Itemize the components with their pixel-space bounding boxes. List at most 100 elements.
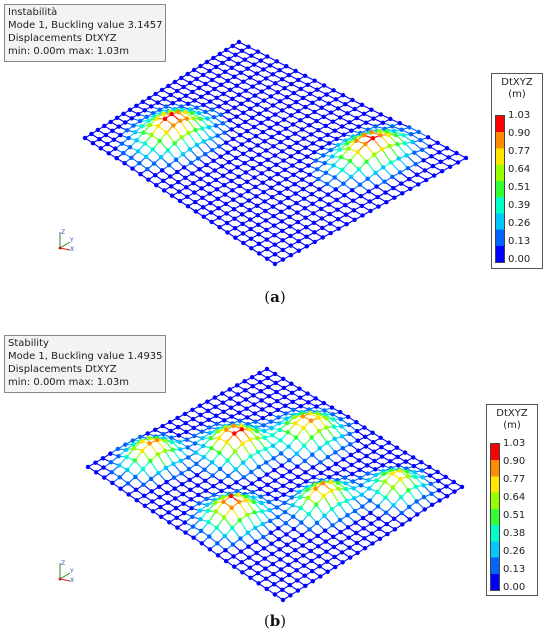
mesh-node — [274, 59, 280, 64]
mesh-node — [390, 471, 395, 476]
mesh-node — [258, 389, 264, 394]
mesh-node — [274, 389, 279, 395]
mesh-node — [391, 185, 396, 191]
mesh-node — [308, 411, 313, 416]
mesh-node — [325, 440, 330, 445]
mesh-node — [192, 441, 198, 446]
mesh-node — [380, 463, 385, 468]
mesh-node — [303, 145, 308, 150]
mesh-node — [218, 154, 223, 159]
mesh-node — [427, 144, 433, 149]
mesh-node — [385, 531, 390, 537]
mesh-edge — [149, 460, 159, 474]
mesh-edge — [172, 449, 182, 462]
mesh-node — [334, 136, 339, 142]
mesh-node — [129, 155, 134, 161]
mesh-node — [269, 541, 274, 546]
mesh-node — [402, 450, 408, 455]
mesh-node — [339, 434, 345, 439]
mesh-node — [272, 467, 277, 473]
mesh-node — [146, 177, 151, 182]
mesh-node — [299, 520, 304, 525]
mesh-edge — [408, 490, 418, 502]
mesh-node — [260, 407, 265, 412]
mesh-node — [180, 491, 186, 497]
mesh-node — [264, 472, 270, 477]
mesh-node — [306, 400, 311, 405]
mesh-node — [298, 403, 304, 409]
mesh-node — [334, 197, 339, 203]
mesh-node — [422, 168, 428, 173]
mesh-edge — [311, 437, 321, 449]
mesh-node — [116, 463, 122, 468]
legend-tick: 1.03 — [503, 438, 526, 449]
mesh-node — [277, 99, 283, 104]
mesh-node — [236, 401, 241, 406]
mesh-node — [207, 191, 212, 196]
mesh-node — [282, 509, 288, 515]
mesh-node — [167, 520, 172, 525]
mesh-node — [444, 493, 450, 499]
mesh-node — [218, 82, 224, 88]
mesh-node — [200, 435, 205, 441]
mesh-node — [308, 418, 314, 423]
mesh-node — [185, 101, 191, 106]
mesh-edge — [373, 154, 384, 168]
mesh-node — [232, 431, 237, 436]
mesh-node — [384, 521, 389, 527]
mesh-node — [200, 205, 206, 210]
mesh-node — [222, 418, 227, 423]
mesh-node — [212, 86, 217, 92]
mesh-node — [278, 557, 283, 562]
mesh-node — [316, 176, 321, 182]
mesh-node — [330, 523, 335, 528]
mesh-node — [257, 111, 262, 116]
mesh-edge — [257, 451, 267, 463]
mesh-edge — [399, 478, 409, 491]
mesh-node — [313, 486, 318, 491]
mesh-node — [368, 208, 373, 214]
mesh-node — [248, 226, 253, 232]
mesh-node — [352, 217, 357, 223]
mesh-node — [300, 95, 306, 101]
mesh-node — [159, 87, 165, 93]
mesh-node — [247, 437, 253, 442]
mesh-node — [203, 109, 208, 115]
mesh-node — [291, 90, 297, 96]
mesh-node — [321, 153, 326, 158]
mesh-node — [263, 107, 269, 112]
mesh-node — [285, 430, 291, 435]
mesh-node — [304, 154, 310, 159]
mesh-node — [205, 90, 211, 96]
mesh-node — [141, 482, 146, 487]
mesh-node — [187, 147, 193, 152]
mesh-node — [323, 415, 329, 421]
mesh-node — [186, 455, 191, 460]
mesh-node — [443, 474, 448, 480]
mesh-node — [276, 526, 281, 531]
mesh-node — [140, 466, 146, 472]
mesh-node — [438, 159, 443, 165]
mesh-node — [356, 448, 361, 453]
mesh-node — [318, 470, 324, 476]
mesh-node — [292, 537, 297, 543]
mesh-node — [237, 183, 242, 189]
mesh-node — [258, 379, 263, 385]
mesh-node — [327, 211, 332, 217]
mesh-node — [217, 225, 222, 230]
mesh-node — [418, 137, 423, 143]
mesh-node — [216, 206, 221, 211]
mesh-node — [189, 110, 195, 116]
mesh-node — [243, 494, 249, 499]
mesh-node — [126, 492, 131, 497]
mesh-edge — [188, 132, 198, 146]
mesh-edge — [249, 439, 259, 453]
mesh-node — [198, 517, 203, 522]
mesh-node — [281, 117, 287, 122]
mesh-node — [187, 80, 193, 86]
mesh-node — [113, 146, 118, 151]
mesh-node — [340, 445, 345, 451]
mesh-node — [387, 143, 392, 149]
mesh-node — [293, 191, 298, 196]
mesh-node — [196, 85, 202, 91]
